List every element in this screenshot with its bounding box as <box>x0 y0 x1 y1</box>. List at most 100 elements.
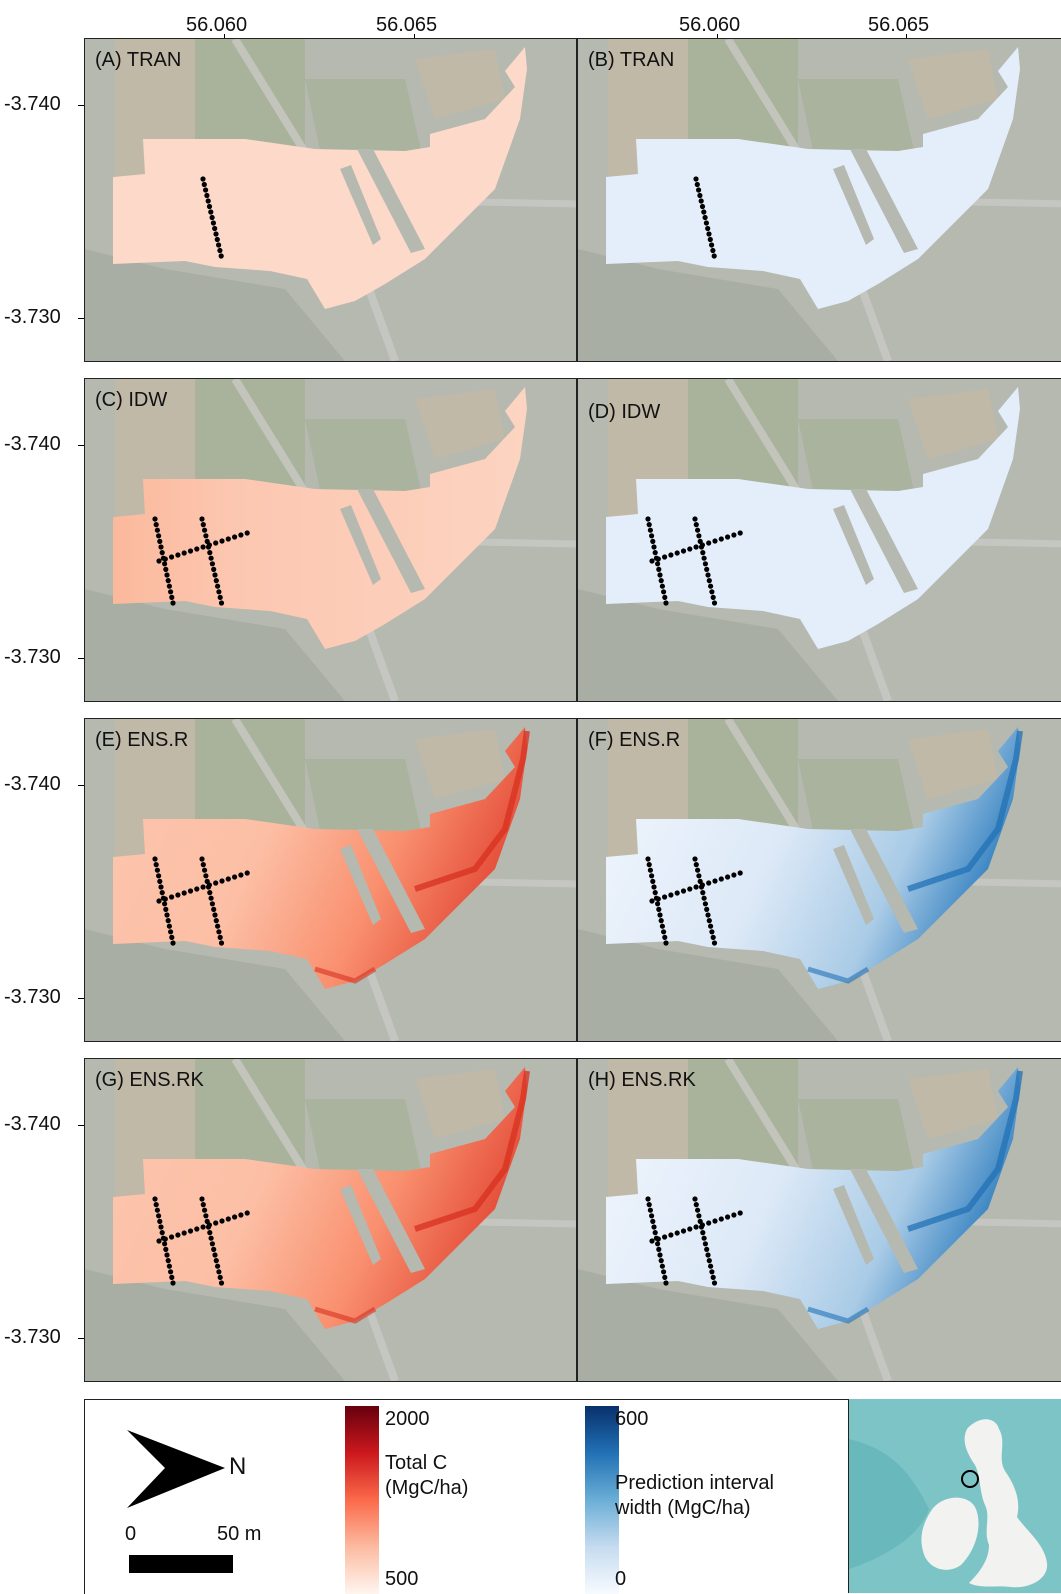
sample-point <box>168 1269 174 1275</box>
sample-point <box>166 923 172 929</box>
sample-point <box>702 214 708 221</box>
sample-point <box>650 878 656 884</box>
sample-point <box>710 934 716 940</box>
sample-point <box>652 890 658 896</box>
y-tick-label: -3.740 <box>4 773 61 795</box>
sample-point <box>701 1235 707 1241</box>
sample-point <box>209 214 215 221</box>
sample-point <box>661 589 667 595</box>
sample-point <box>662 934 668 940</box>
sample-point <box>702 1241 708 1247</box>
sample-point <box>194 546 200 552</box>
sample-point <box>200 884 206 890</box>
y-tick-mark <box>78 1338 84 1339</box>
sample-point <box>693 544 699 550</box>
sample-point <box>164 572 170 578</box>
sample-point <box>655 1236 661 1242</box>
sample-point <box>216 1269 222 1275</box>
sample-point <box>680 548 687 554</box>
sample-point <box>199 1196 205 1202</box>
sample-point <box>217 934 223 940</box>
sample-point <box>712 1218 718 1224</box>
sample-point <box>731 532 737 538</box>
sample-point <box>702 901 708 907</box>
sample-point <box>202 1207 208 1213</box>
sample-point <box>649 533 655 539</box>
sample-point <box>153 522 159 528</box>
map-panel-c: (C) IDW <box>84 378 577 702</box>
sample-point <box>695 867 701 873</box>
sample-point <box>164 912 170 918</box>
x-tick-label: 56.060 <box>679 14 741 36</box>
x-tick-label: 56.065 <box>868 14 930 36</box>
x-tick-mark <box>906 34 907 40</box>
sample-point <box>657 912 663 918</box>
sample-point <box>706 231 712 237</box>
sample-point <box>158 544 164 550</box>
sample-point <box>659 583 665 589</box>
sample-point <box>181 890 187 896</box>
sample-point <box>162 901 168 907</box>
sample-point <box>710 1274 716 1280</box>
sample-point <box>649 1238 655 1244</box>
sample-point <box>154 527 160 533</box>
sample-point <box>737 1210 743 1216</box>
sample-point <box>181 550 187 556</box>
sample-point <box>154 1207 160 1213</box>
sample-point <box>213 578 219 584</box>
sample-point <box>647 867 653 873</box>
sample-point <box>213 1258 219 1264</box>
sample-point <box>708 923 714 929</box>
sample-point <box>169 934 175 940</box>
sample-point <box>710 594 716 600</box>
sample-point <box>212 572 218 578</box>
x-tick-mark <box>414 34 415 40</box>
sample-point <box>203 873 209 879</box>
map-panel-g: (G) ENS.RK <box>84 1058 577 1382</box>
scale-end-label: 50 m <box>217 1523 262 1545</box>
scale-start-label: 0 <box>125 1523 137 1545</box>
sample-point <box>208 555 214 561</box>
sample-point <box>651 884 657 890</box>
sample-point <box>706 540 712 546</box>
sample-point <box>216 589 222 595</box>
sample-point <box>200 544 206 550</box>
y-tick-mark <box>78 105 84 106</box>
interval-max-label: 600 <box>615 1408 649 1430</box>
sample-point <box>699 203 706 210</box>
sample-point <box>649 1213 655 1219</box>
sample-point <box>692 1196 698 1202</box>
sample-point <box>208 209 214 215</box>
sample-point <box>156 1238 162 1244</box>
sample-point <box>208 895 214 901</box>
sample-point <box>175 1232 181 1238</box>
sample-point <box>232 874 238 880</box>
sample-point <box>213 918 219 924</box>
sample-point <box>706 880 712 886</box>
map-panel-b: (B) TRAN <box>577 38 1061 362</box>
sample-point <box>668 892 674 898</box>
sample-point <box>695 527 701 533</box>
sample-point <box>232 1214 238 1220</box>
sample-point <box>194 1226 200 1232</box>
sample-point <box>650 1218 656 1224</box>
sample-point <box>206 882 212 888</box>
sample-point <box>646 862 652 868</box>
sample-point <box>200 522 206 528</box>
sample-point <box>163 566 169 572</box>
sample-point <box>711 1280 718 1286</box>
x-tick-mark <box>224 34 225 40</box>
sample-point <box>668 552 674 558</box>
sample-point <box>162 1236 168 1242</box>
sample-point <box>703 220 709 226</box>
y-tick-mark <box>78 998 84 999</box>
sample-point <box>704 906 710 912</box>
sample-point <box>656 906 662 912</box>
sample-point <box>718 876 724 882</box>
sample-point <box>213 880 219 886</box>
sample-point <box>658 578 664 584</box>
sample-point <box>656 1246 662 1252</box>
sample-point <box>737 530 743 536</box>
total-c-min-label: 500 <box>385 1568 419 1590</box>
panel-label: (G) ENS.RK <box>95 1069 204 1091</box>
